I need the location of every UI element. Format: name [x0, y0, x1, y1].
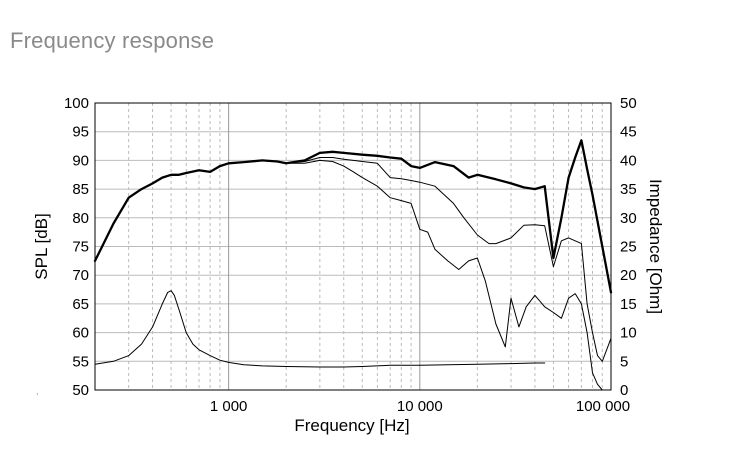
x-tick-label-0: 1 000 — [210, 398, 248, 415]
series-line-2 — [285, 157, 612, 362]
y2-tick-label-5: 25 — [620, 239, 637, 256]
chart-ticks: 50 55 60 65 70 75 80 85 90 95 100 0 5 10 15 20 25 30 35 40 4… — [64, 95, 637, 415]
x-tick-label-1: 10 000 — [397, 398, 443, 415]
y2-tick-label-4: 20 — [620, 267, 637, 284]
y-tick-label-5: 75 — [72, 239, 89, 256]
plot-frame — [94, 102, 612, 391]
y2-tick-label-0: 0 — [620, 382, 628, 399]
page-heading: Frequency response — [10, 28, 215, 53]
y2-tick-label-2: 10 — [620, 325, 637, 342]
y-axis-title: SPL [dB] — [32, 213, 51, 279]
y-tick-label-0: 50 — [72, 382, 89, 399]
y2-tick-label-6: 30 — [620, 210, 637, 227]
y-tick-label-9: 95 — [72, 124, 89, 141]
series-line-1 — [93, 139, 613, 294]
chart-series — [93, 139, 613, 391]
y-tick-label-8: 90 — [72, 152, 89, 169]
series-line-3 — [285, 159, 608, 391]
x-tick-label-2: 100 000 — [576, 398, 630, 415]
y-tick-label-4: 70 — [72, 267, 89, 284]
y2-tick-label-1: 5 — [620, 353, 628, 370]
y-tick-label-1: 55 — [72, 353, 89, 370]
stray-mark: , — [36, 386, 39, 396]
y-tick-label-6: 80 — [72, 210, 89, 227]
y2-tick-label-9: 45 — [620, 124, 637, 141]
y2-axis-title: Impedance [Ohm] — [646, 179, 665, 314]
series-line-4 — [94, 290, 546, 368]
y2-tick-label-7: 35 — [620, 181, 637, 198]
y2-tick-label-3: 15 — [620, 296, 637, 313]
y2-tick-label-8: 40 — [620, 152, 637, 169]
y-tick-label-2: 60 — [72, 325, 89, 342]
y-tick-label-3: 65 — [72, 296, 89, 313]
y-tick-label-10: 100 — [64, 95, 89, 112]
chart-grid — [95, 103, 611, 390]
x-axis-title: Frequency [Hz] — [294, 416, 409, 435]
y-tick-label-7: 85 — [72, 181, 89, 198]
y2-tick-label-10: 50 — [620, 95, 637, 112]
